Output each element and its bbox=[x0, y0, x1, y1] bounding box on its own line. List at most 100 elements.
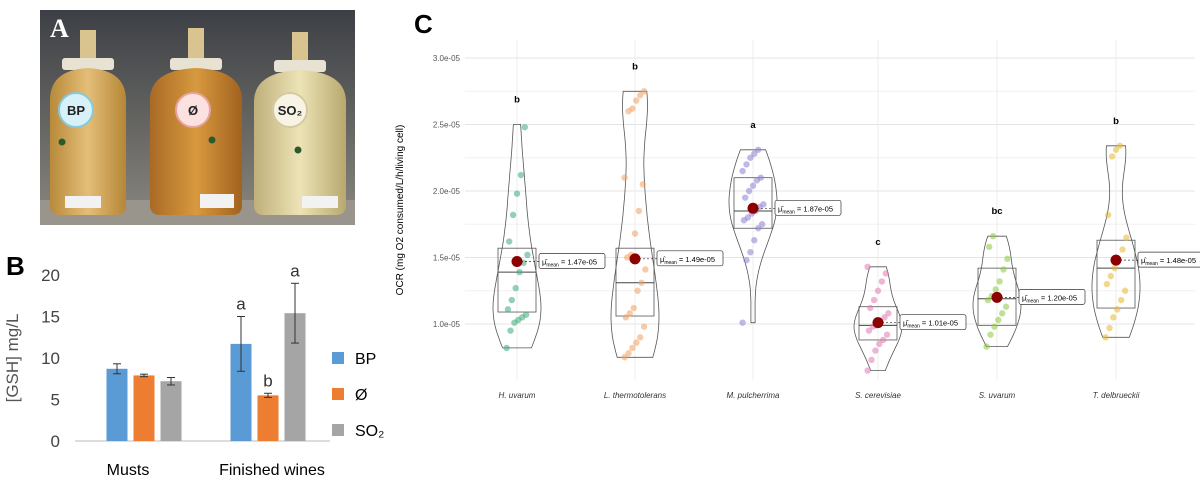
data-point bbox=[999, 310, 1006, 317]
data-point bbox=[870, 296, 878, 304]
data-point bbox=[747, 248, 754, 256]
violin-group: μ̂mean = 1.47e-05 b bbox=[492, 95, 606, 352]
data-point bbox=[755, 225, 762, 232]
bar bbox=[133, 375, 155, 441]
data-point bbox=[996, 278, 1003, 285]
y-axis-label: [GSH] mg/L bbox=[3, 314, 22, 403]
y-tick-label: 5 bbox=[51, 391, 60, 410]
mean-label-box bbox=[538, 253, 606, 269]
data-point bbox=[1102, 334, 1109, 341]
y-tick-label: 20 bbox=[41, 266, 60, 285]
box bbox=[858, 306, 898, 341]
data-point bbox=[631, 230, 639, 237]
data-point bbox=[638, 279, 645, 286]
data-point bbox=[742, 194, 749, 201]
mean-label: μ̂mean = 1.87e-05 bbox=[778, 204, 833, 215]
data-point bbox=[506, 238, 513, 245]
data-point bbox=[743, 256, 750, 264]
data-point bbox=[1110, 314, 1117, 321]
violin-outline bbox=[728, 149, 778, 324]
y-tick-label: 2.0e-05 bbox=[433, 187, 461, 196]
box bbox=[497, 247, 537, 313]
bottles-photo: BP Ø SO₂ bbox=[40, 10, 355, 225]
x-category-label: Finished wines bbox=[219, 462, 325, 479]
bar bbox=[257, 395, 279, 441]
data-point bbox=[739, 319, 746, 326]
x-category-label: S. uvarum bbox=[979, 391, 1016, 400]
box bbox=[615, 247, 655, 317]
bar bbox=[160, 381, 182, 441]
data-point bbox=[751, 150, 758, 157]
data-point bbox=[880, 336, 887, 344]
x-category-label: H. uvarum bbox=[499, 391, 536, 400]
data-point bbox=[509, 211, 517, 219]
data-point bbox=[634, 287, 641, 294]
mean-label-box bbox=[774, 199, 842, 216]
panel-letter-c: C bbox=[414, 9, 433, 39]
group-letter: b bbox=[514, 95, 520, 106]
data-point bbox=[640, 88, 648, 95]
significance-letter: a bbox=[290, 261, 300, 280]
data-point bbox=[760, 201, 767, 208]
x-category-label: M. pulcherrima bbox=[727, 391, 780, 400]
data-point bbox=[642, 266, 649, 273]
y-axis-label: OCR (mg O2 consumed/L/h/living cell) bbox=[395, 125, 406, 296]
data-point bbox=[1111, 264, 1118, 272]
group-letter: b bbox=[632, 61, 638, 72]
data-point bbox=[868, 356, 875, 364]
data-point bbox=[984, 296, 992, 304]
data-point bbox=[758, 221, 766, 228]
data-point bbox=[625, 350, 632, 357]
data-point bbox=[626, 310, 633, 317]
mean-label-box bbox=[1137, 251, 1200, 268]
y-tick-label: 2.5e-05 bbox=[433, 121, 461, 130]
data-point bbox=[864, 367, 871, 374]
data-point bbox=[633, 97, 640, 104]
bottle-label-bp: BP bbox=[67, 103, 85, 118]
mean-label-box bbox=[899, 314, 967, 331]
data-point bbox=[629, 344, 636, 352]
y-tick-label: 1.0e-05 bbox=[433, 320, 461, 329]
y-tick-label: 0 bbox=[51, 432, 60, 451]
mean-label: μ̂mean = 1.48e-05 bbox=[1141, 256, 1196, 267]
data-point bbox=[743, 161, 750, 168]
violin-outline bbox=[972, 235, 1022, 347]
legend-swatch bbox=[332, 424, 344, 436]
data-point bbox=[635, 207, 643, 215]
violin-outline bbox=[1091, 145, 1141, 338]
data-point bbox=[874, 287, 882, 294]
data-point bbox=[1121, 287, 1129, 294]
data-point bbox=[872, 347, 879, 354]
x-category-label: S. cerevisiae bbox=[855, 391, 901, 400]
group-letter: bc bbox=[991, 206, 1002, 217]
data-point bbox=[516, 268, 523, 276]
bar bbox=[106, 368, 128, 441]
data-point bbox=[757, 174, 764, 181]
data-point bbox=[1108, 153, 1116, 160]
data-point bbox=[747, 154, 754, 161]
data-point bbox=[637, 92, 644, 99]
data-point bbox=[621, 354, 628, 361]
group-letter: c bbox=[875, 237, 880, 248]
data-point bbox=[1000, 266, 1007, 273]
mean-marker bbox=[1110, 254, 1122, 266]
data-point bbox=[637, 334, 644, 341]
y-tick-label: 15 bbox=[41, 308, 60, 327]
data-point bbox=[630, 304, 637, 312]
violin-group: μ̂mean = 1.49e-05 b bbox=[610, 61, 724, 361]
bottle-so2 bbox=[254, 32, 346, 215]
data-point bbox=[517, 171, 525, 179]
y-tick-label: 1.5e-05 bbox=[433, 254, 461, 263]
data-point bbox=[749, 182, 757, 189]
bar bbox=[284, 313, 306, 441]
data-point bbox=[622, 314, 630, 321]
data-point bbox=[1119, 246, 1126, 253]
mean-label: μ̂mean = 1.20e-05 bbox=[1022, 293, 1077, 304]
mean-marker bbox=[511, 255, 523, 267]
significance-letter: b bbox=[263, 371, 272, 390]
mean-marker bbox=[747, 202, 759, 214]
mean-marker bbox=[991, 291, 1003, 303]
mean-label: μ̂mean = 1.47e-05 bbox=[542, 257, 597, 268]
group-letter: a bbox=[750, 120, 756, 131]
